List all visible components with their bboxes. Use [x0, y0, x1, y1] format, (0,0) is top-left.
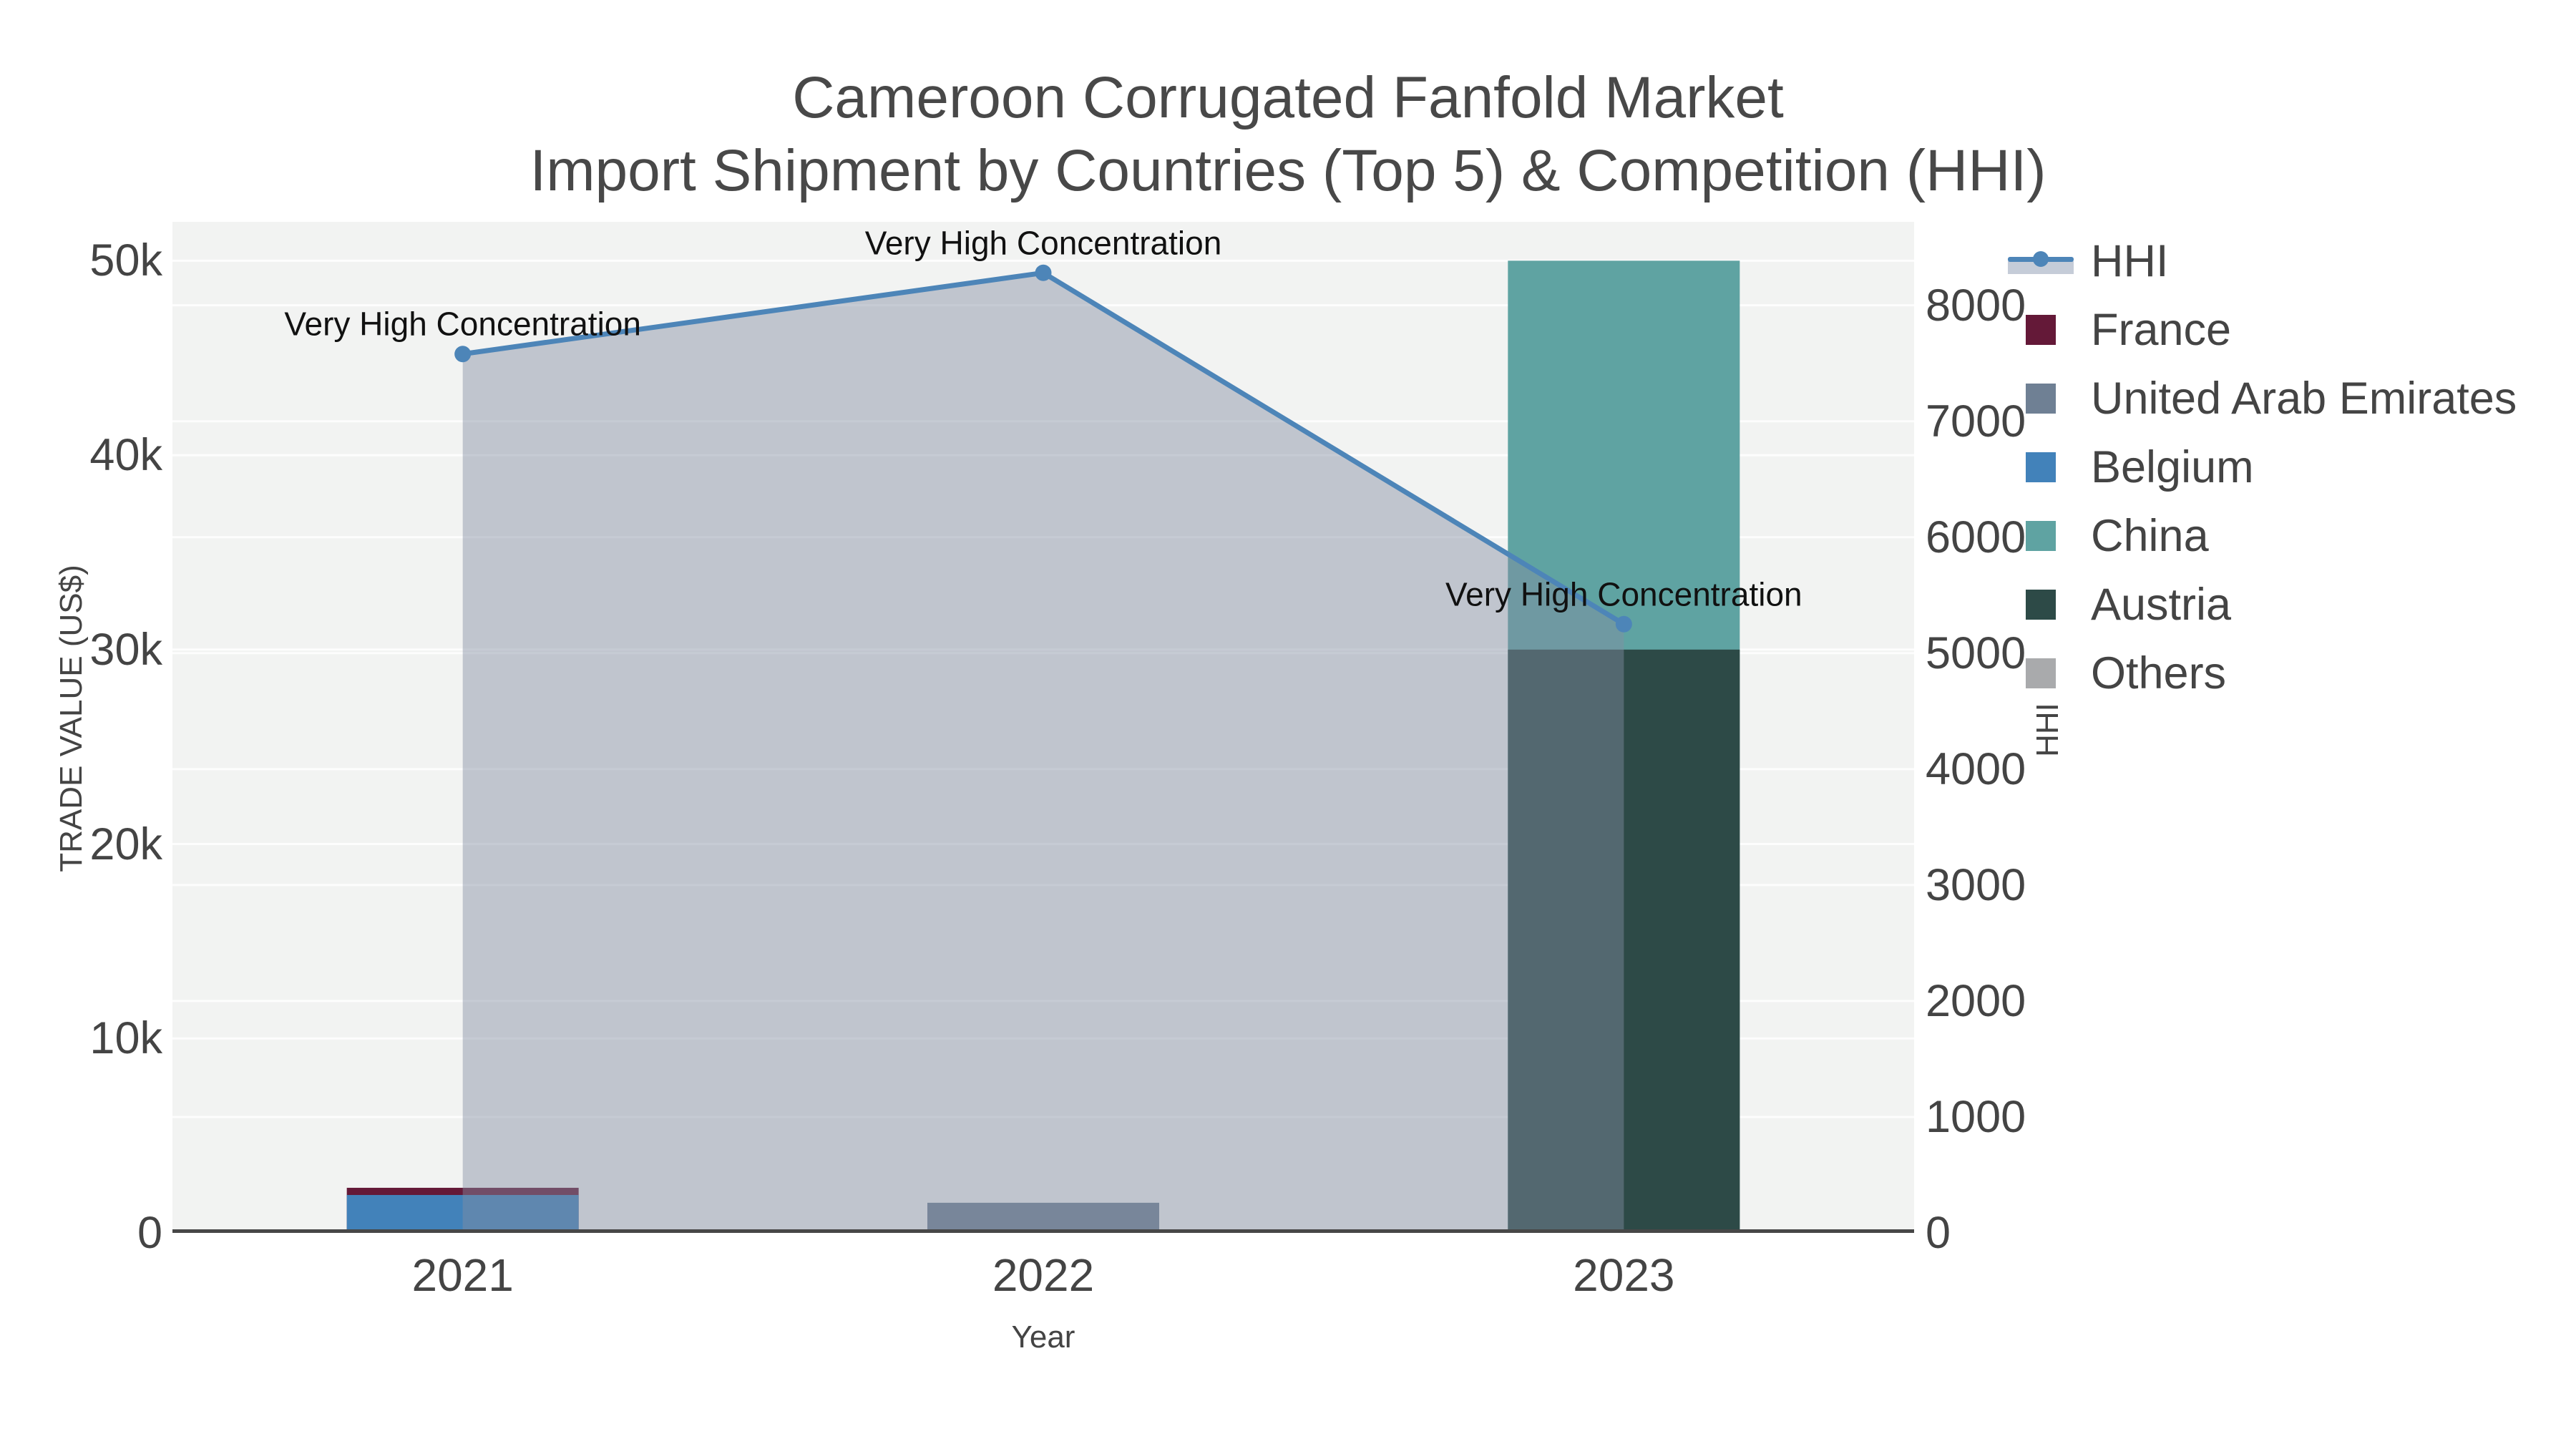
x-tick-2022: 2022 — [992, 1249, 1095, 1301]
china-swatch-icon — [2008, 519, 2074, 553]
y-left-tick-40k: 40k — [89, 430, 162, 481]
y-left-axis-title: TRADE VALUE (US$) — [54, 565, 89, 872]
x-tick-2021: 2021 — [411, 1249, 514, 1301]
legend-label: United Arab Emirates — [2091, 374, 2517, 424]
others-swatch-icon — [2008, 656, 2074, 691]
annotation-2022: Very High Concentration — [865, 224, 1222, 261]
x-axis-title: Year — [1011, 1319, 1075, 1355]
legend-item-others[interactable]: Others — [2008, 639, 2517, 708]
color-swatch — [2026, 452, 2056, 482]
legend-item-united-arab-emirates[interactable]: United Arab Emirates — [2008, 364, 2517, 433]
y-right-tick-7000: 7000 — [1926, 396, 2026, 447]
y-right-tick-5000: 5000 — [1926, 628, 2026, 678]
legend-item-hhi[interactable]: HHI — [2008, 227, 2517, 296]
y-right-tick-1000: 1000 — [1926, 1091, 2026, 1142]
color-swatch — [2026, 315, 2056, 345]
y-left-tick-30k: 30k — [89, 624, 162, 675]
color-swatch — [2026, 521, 2056, 551]
y-left-tick-0: 0 — [137, 1208, 162, 1258]
legend-item-belgium[interactable]: Belgium — [2008, 433, 2517, 502]
legend-label: Others — [2091, 648, 2227, 698]
legend-item-france[interactable]: France — [2008, 296, 2517, 364]
y-left-tick-50k: 50k — [89, 235, 162, 286]
legend: HHI France United Arab Emirates Belgium Chin… — [2008, 227, 2517, 708]
hhi-fill-band — [2008, 261, 2074, 274]
y-left-tick-10k: 10k — [89, 1013, 162, 1064]
france-swatch-icon — [2008, 313, 2074, 347]
color-swatch — [2026, 384, 2056, 414]
hhi-line-icon — [2008, 244, 2074, 278]
legend-label: Belgium — [2091, 442, 2254, 492]
legend-label: HHI — [2091, 236, 2169, 286]
legend-label: China — [2091, 511, 2209, 561]
y-right-tick-4000: 4000 — [1926, 743, 2026, 794]
hhi-area-fill — [462, 273, 1624, 1233]
hhi-marker-2023[interactable] — [1615, 615, 1632, 633]
united-arab-emirates-swatch-icon — [2008, 381, 2074, 416]
y-left-tick-20k: 20k — [89, 819, 162, 869]
bar-belgium-2021[interactable] — [346, 1195, 579, 1233]
belgium-swatch-icon — [2008, 450, 2074, 484]
hhi-marker-2022[interactable] — [1035, 264, 1052, 281]
chart-title: Cameroon Corrugated Fanfold Market Impor… — [0, 62, 2576, 208]
annotation-2021: Very High Concentration — [284, 306, 641, 343]
y-right-tick-3000: 3000 — [1926, 859, 2026, 910]
legend-label: Austria — [2091, 580, 2232, 630]
legend-item-austria[interactable]: Austria — [2008, 570, 2517, 639]
legend-item-china[interactable]: China — [2008, 502, 2517, 570]
hhi-marker-dot — [2033, 251, 2049, 267]
annotation-2023: Very High Concentration — [1445, 575, 1802, 613]
legend-label: France — [2091, 305, 2232, 355]
y-right-tick-8000: 8000 — [1926, 280, 2026, 331]
y-right-tick-2000: 2000 — [1926, 975, 2026, 1026]
hhi-marker-2021[interactable] — [454, 346, 472, 363]
y-right-tick-6000: 6000 — [1926, 512, 2026, 562]
plot-canvas[interactable]: Very High Concentration Very High Concent… — [172, 222, 1914, 1233]
y-right-tick-0: 0 — [1926, 1208, 1951, 1258]
x-tick-2023: 2023 — [1573, 1249, 1675, 1301]
color-swatch — [2026, 658, 2056, 688]
color-swatch — [2026, 590, 2056, 620]
bar-austria-2023[interactable] — [1508, 649, 1740, 1233]
bar-united-arab-emirates-2022[interactable] — [927, 1202, 1159, 1233]
chart-title-line1: Cameroon Corrugated Fanfold Market — [792, 65, 1784, 130]
austria-swatch-icon — [2008, 587, 2074, 622]
chart-title-line2: Import Shipment by Countries (Top 5) & C… — [530, 138, 2046, 203]
